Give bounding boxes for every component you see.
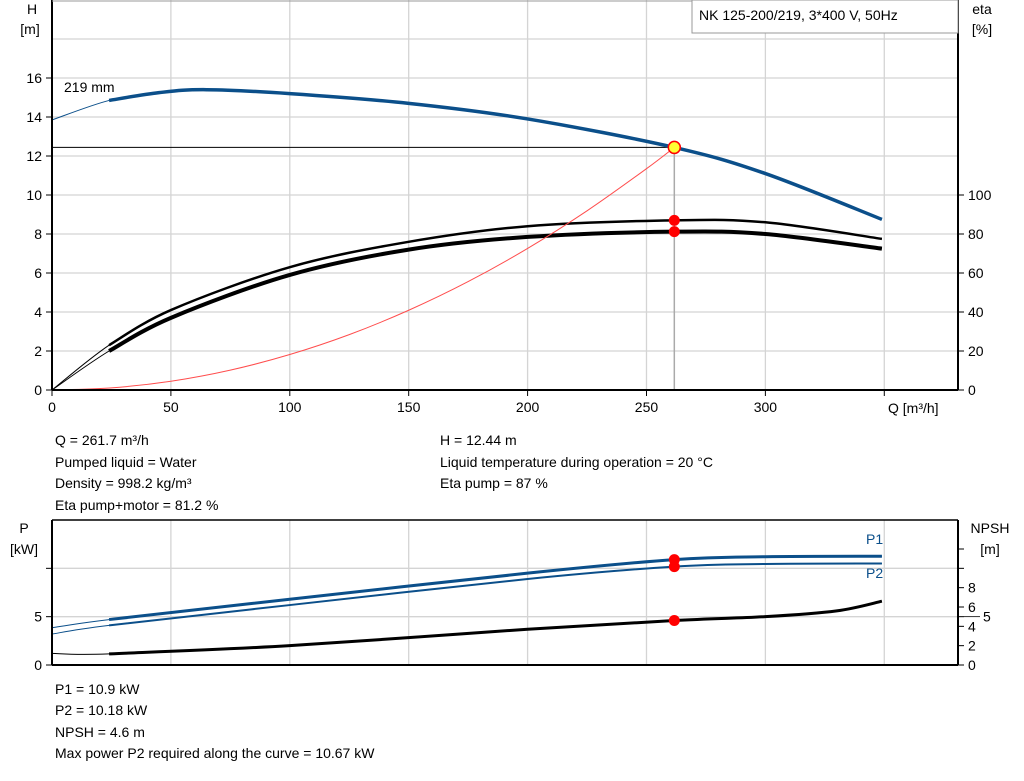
info-eta-pump-motor: Eta pump+motor = 81.2 % [55,497,218,513]
y-axis-unit-p: [kW] [10,541,38,557]
y-tick-label: 6 [34,265,42,281]
npsh-curve [109,599,883,656]
y-tick-label: 4 [34,304,42,320]
y2-tick-label: 100 [968,187,992,203]
y2-tick-label: 4 [968,618,976,634]
x-tick-label: 150 [397,399,421,415]
y-tick-label: 16 [26,70,42,86]
product-label-box [691,0,959,34]
y-tick-label: 0 [34,382,42,398]
y-tick-label: 2 [34,343,42,359]
y2-tick-label: 60 [968,265,984,281]
head-efficiency-chart: 0 50 100 150 200 250 300 0 2 4 6 8 10 12 14 16 0 20 40 60 80… [20,0,992,416]
top-curves [51,87,883,391]
p2-curve [108,562,882,627]
eta-pump-motor-marker [668,226,680,238]
p2-curve-thin [51,563,882,635]
y-tick-label: 12 [26,148,42,164]
eta-pump-curve [108,218,883,347]
impeller-diameter-label: 219 mm [64,79,115,95]
duty-point-marker [667,140,682,155]
eta-pump-motor-curve [108,229,883,353]
y2-axis-label-eta: eta [972,1,992,17]
y-tick-label: 10 [26,187,42,203]
y2-tick-label: 0 [968,382,976,398]
y-tick-label: 8 [34,226,42,242]
eta-pump-curve-thin [51,219,882,391]
info-liquid: Pumped liquid = Water [55,454,197,470]
y-tick-label: 5 [34,609,42,625]
y-tick-label: 14 [26,109,42,125]
y-tick-label: 0 [34,657,42,673]
p2-marker [668,561,680,573]
x-tick-label: 300 [754,399,778,415]
y2-tick-label: 0 [968,657,976,673]
x-axis-label: Q [m³/h] [888,400,939,416]
top-axes: 0 50 100 150 200 250 300 0 2 4 6 8 10 12 14 16 0 20 40 60 80… [26,0,992,415]
info-npsh: NPSH = 4.6 m [55,724,145,740]
y2-axis-label-npsh: NPSH [971,520,1010,536]
info-density: Density = 998.2 kg/m³ [55,475,192,491]
p2-label: P2 [866,565,883,581]
y-axis-unit-h: [m] [20,21,39,37]
y2-tick-label: 40 [968,304,984,320]
info-eta-pump: Eta pump = 87 % [440,475,548,491]
duty-info-top: Q = 261.7 m³/h Pumped liquid = Water Den… [55,432,713,513]
y2-tick-label: 2 [968,638,976,654]
y-axis-label-p: P [19,520,28,536]
y2-axis-unit-eta: [%] [972,21,992,37]
y-axis-label-h: H [27,1,37,17]
eta-pump-motor-curve-thin [51,230,882,391]
y2-tick-label: 20 [968,343,984,359]
x-tick-label: 250 [635,399,659,415]
x-tick-label: 0 [48,399,56,415]
bottom-curves [51,554,883,656]
y2-axis-unit-npsh: [m] [980,541,999,557]
x-tick-label: 100 [278,399,302,415]
y2-tick-label: 6 [968,599,976,615]
info-max-p2: Max power P2 required along the curve = … [55,745,375,761]
x-tick-label: 50 [163,399,179,415]
head-curve [108,87,883,222]
eta-pump-marker [668,214,680,226]
info-p2: P2 = 10.18 kW [55,702,148,718]
y2-tick-label: 8 [968,580,976,596]
y2-tick-label: 5 [983,609,991,625]
info-p1: P1 = 10.9 kW [55,681,140,697]
info-h: H = 12.44 m [440,432,517,448]
p1-curve [108,554,882,622]
p1-label: P1 [866,531,883,547]
y2-tick-label: 80 [968,226,984,242]
npsh-curve-thin [51,600,883,655]
duty-info-bottom: P1 = 10.9 kW P2 = 10.18 kW NPSH = 4.6 m … [55,681,375,761]
bottom-grid [52,520,958,665]
info-temperature: Liquid temperature during operation = 20… [440,454,713,470]
x-tick-label: 200 [516,399,540,415]
system-curve [51,147,675,391]
npsh-marker [668,615,680,627]
product-label: NK 125-200/219, 3*400 V, 50Hz [699,7,898,23]
info-q: Q = 261.7 m³/h [55,432,149,448]
